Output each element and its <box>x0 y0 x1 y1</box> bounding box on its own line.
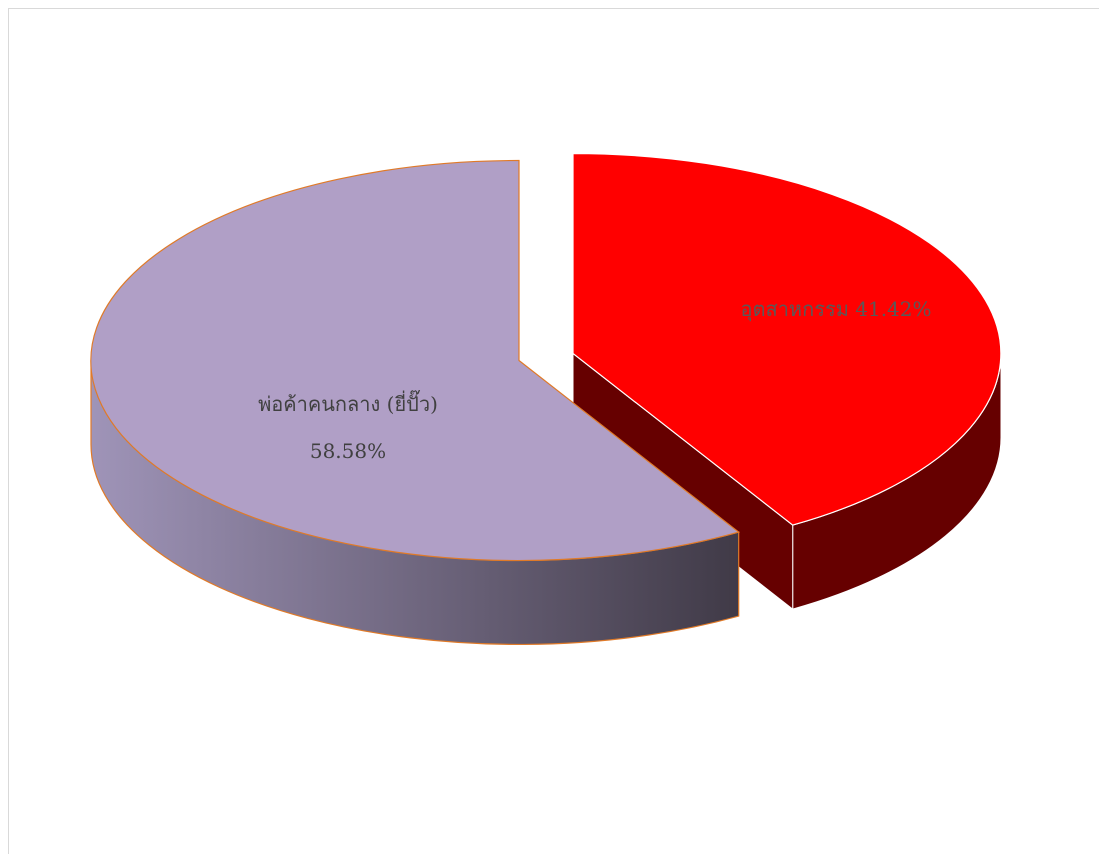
data-label-industry-percent: 41.42% <box>855 297 931 321</box>
pie-slice-group-middleman <box>90 159 741 646</box>
data-label-middleman-name: พ่อค้าคนกลาง (ยี่ปั๊ว) <box>258 389 438 416</box>
data-label-industry: อุตสาหกรรม 41.42% <box>740 297 931 322</box>
pie-slice-industry <box>572 152 1002 526</box>
pie-slice-middleman <box>90 159 741 562</box>
data-label-industry-name: อุตสาหกรรม <box>740 297 848 322</box>
data-label-middleman-percent: 58.58% <box>310 439 386 463</box>
